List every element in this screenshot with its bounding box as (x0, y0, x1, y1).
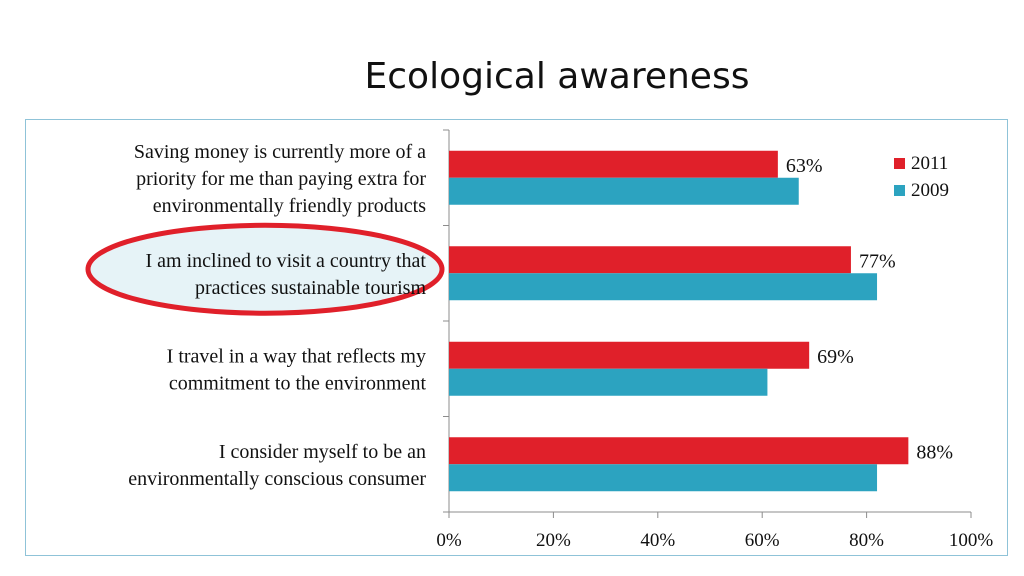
bar-2011 (449, 246, 851, 274)
bar-2011 (449, 150, 778, 178)
x-tick-label: 0% (436, 530, 462, 551)
bar-2011 (449, 437, 909, 465)
data-label-2011: 69% (817, 346, 854, 368)
legend-label-2011: 2011 (911, 153, 948, 174)
category-label: environmentally conscious consumer (128, 468, 426, 490)
data-label-2011: 77% (859, 250, 896, 272)
x-tick-label: 60% (745, 530, 780, 551)
chart-frame (25, 119, 1008, 556)
x-tick-label: 40% (640, 530, 675, 551)
bar-2009 (449, 177, 799, 205)
legend-swatch-2011 (894, 158, 905, 169)
bar-2011 (449, 341, 810, 369)
category-label: commitment to the environment (169, 372, 427, 394)
legend-label-2009: 2009 (911, 180, 949, 201)
highlight-ellipse (85, 222, 445, 316)
category-label: I am inclined to visit a country that (146, 250, 427, 272)
category-label: I consider myself to be an (219, 441, 426, 463)
x-tick-label: 20% (536, 530, 571, 551)
category-label: environmentally friendly products (153, 195, 426, 217)
x-tick-label: 100% (949, 530, 994, 551)
bar-2009 (449, 273, 878, 301)
category-label: priority for me than paying extra for (136, 168, 426, 190)
bar-2009 (449, 464, 878, 492)
data-label-2011: 63% (786, 155, 823, 177)
x-tick-label: 80% (849, 530, 884, 551)
page-title: Ecological awareness (364, 56, 750, 97)
category-label: I travel in a way that reflects my (167, 345, 426, 367)
category-label: Saving money is currently more of a (134, 141, 426, 163)
legend-swatch-2009 (894, 185, 905, 196)
data-label-2011: 88% (916, 441, 953, 463)
bar-2009 (449, 368, 768, 396)
category-label: practices sustainable tourism (195, 277, 426, 299)
